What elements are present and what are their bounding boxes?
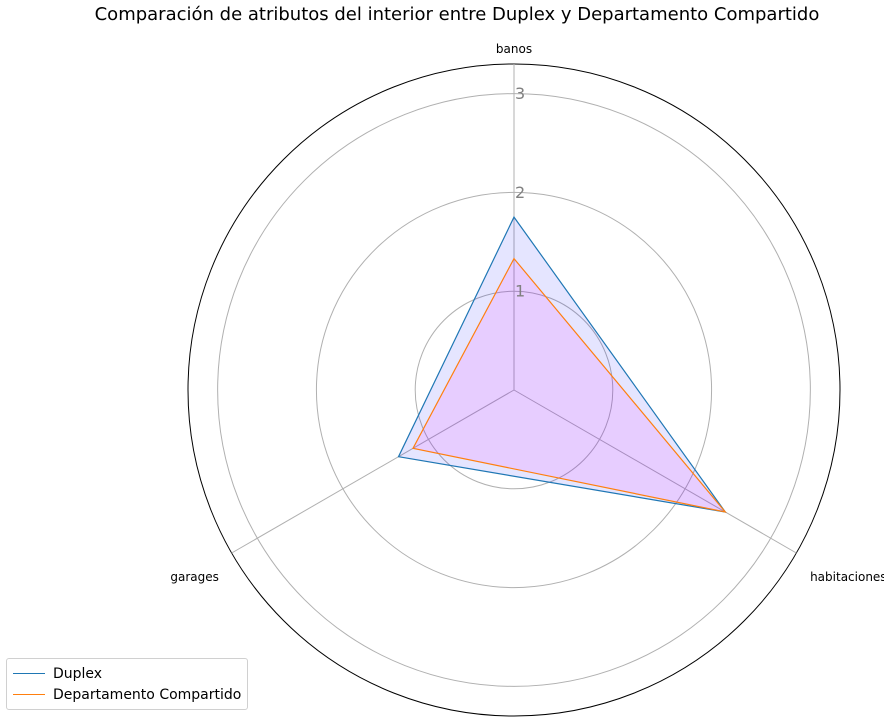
- tick-label-3: 3: [515, 84, 525, 103]
- axis-label-habitaciones: habitaciones: [810, 570, 884, 584]
- series-line-departamento-compartido: [412, 257, 727, 513]
- radar-labels: 1 2 3 banos habitaciones garages: [170, 42, 884, 584]
- legend-label-departamento-compartido: Departamento Compartido: [53, 686, 242, 703]
- chart-title: Comparación de atributos del interior en…: [94, 4, 820, 25]
- legend: Duplex Departamento Compartido: [6, 658, 249, 710]
- legend-swatch-departamento-compartido: [13, 694, 45, 695]
- radar-grid: [187, 63, 841, 717]
- series-fill-duplex: [398, 217, 726, 512]
- series-line-duplex: [397, 215, 727, 513]
- spoke-garages: [231, 389, 515, 554]
- series-fill-departamento-compartido: [413, 258, 726, 512]
- legend-item-departamento-compartido: Departamento Compartido: [13, 684, 241, 705]
- tick-label-2: 2: [515, 183, 525, 202]
- legend-item-duplex: Duplex: [13, 663, 241, 684]
- legend-swatch-duplex: [13, 673, 45, 674]
- tick-label-1: 1: [515, 282, 525, 301]
- legend-label-duplex: Duplex: [53, 665, 103, 682]
- axis-label-garages: garages: [170, 570, 219, 584]
- spoke-habitaciones: [513, 389, 797, 554]
- radar-series: [397, 215, 727, 513]
- axis-label-banos: banos: [496, 42, 532, 56]
